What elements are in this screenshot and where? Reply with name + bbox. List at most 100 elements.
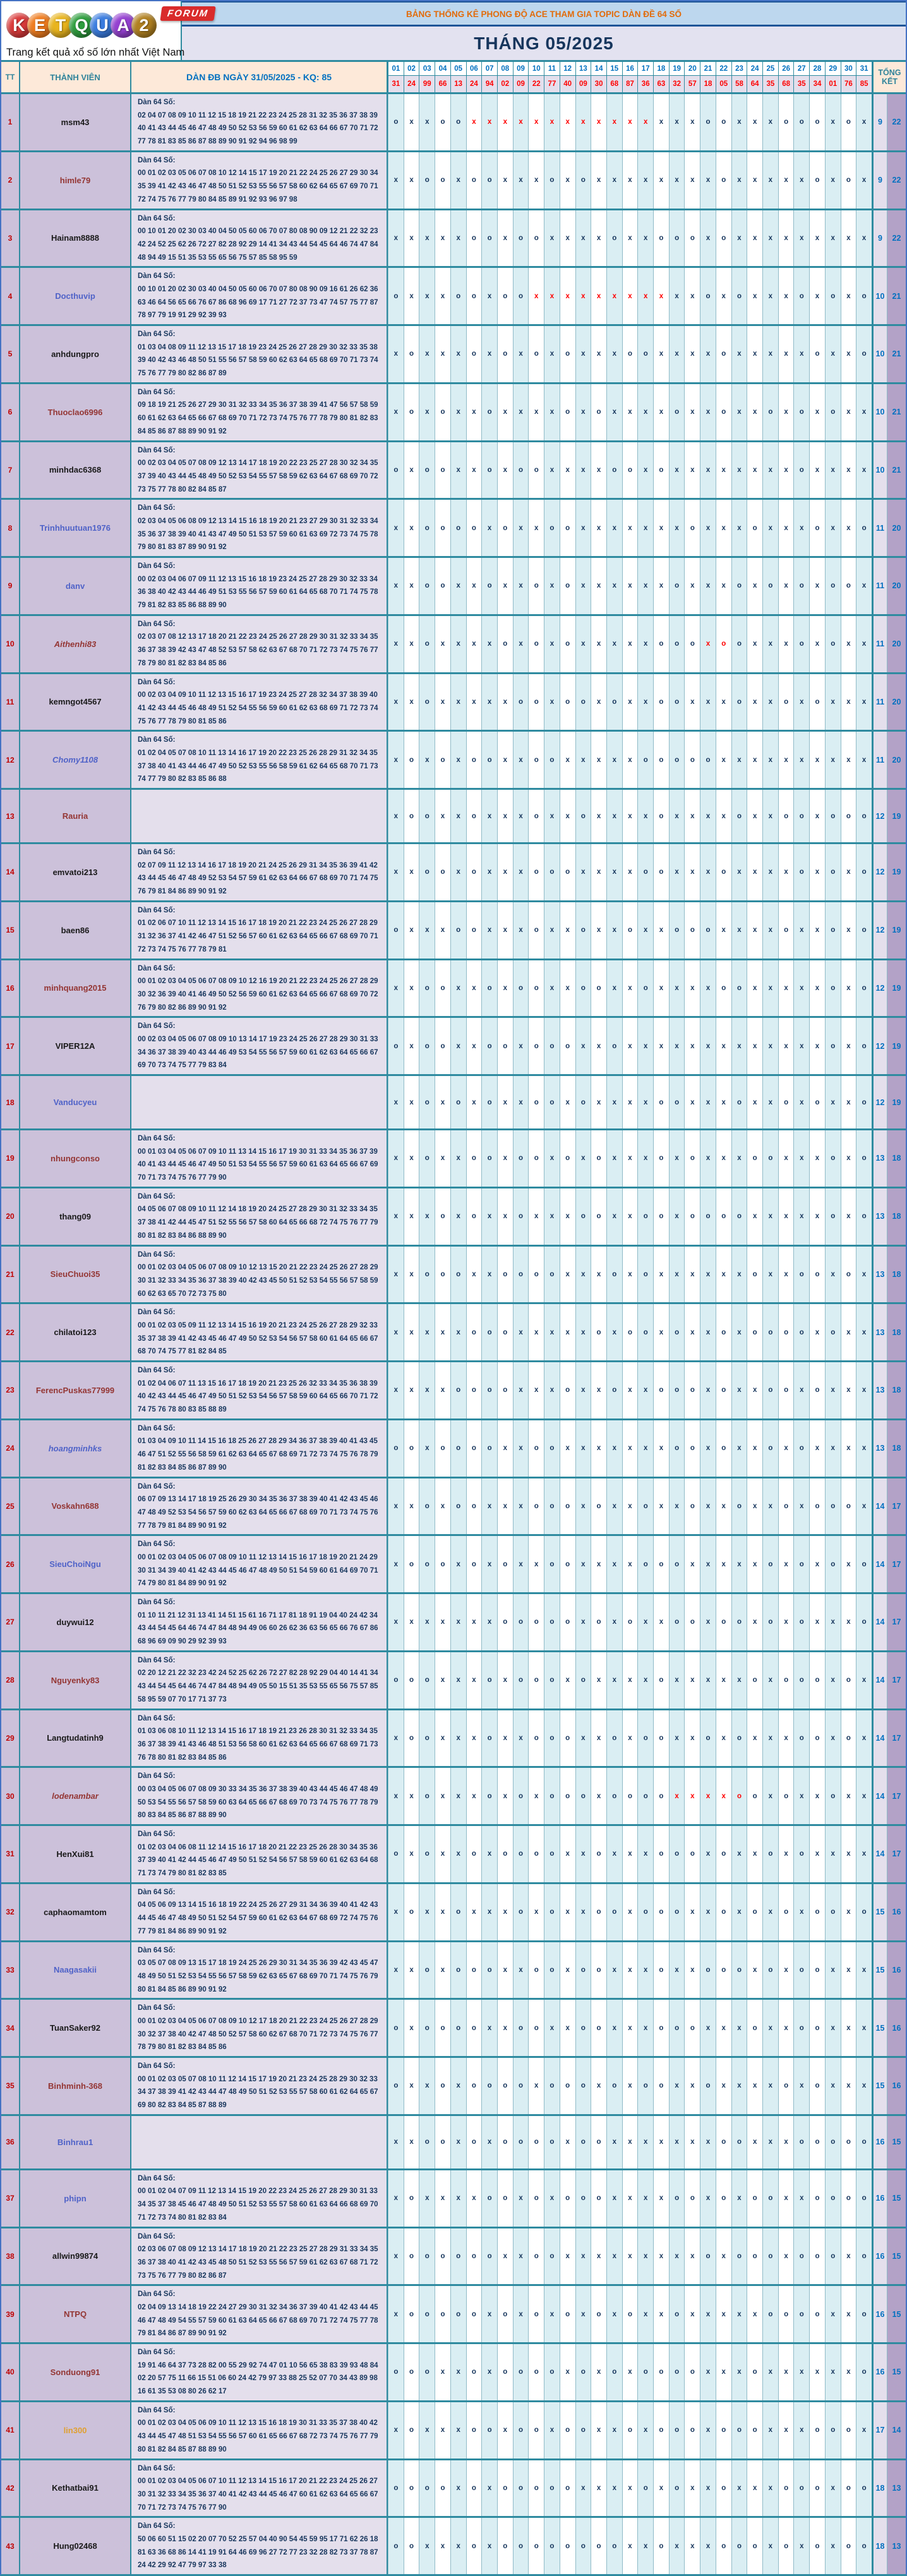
member-name[interactable]: HenXui81 [20, 1826, 131, 1882]
dan-numbers: 02 04 07 08 09 10 11 12 15 18 19 21 22 2… [138, 111, 378, 146]
member-name[interactable]: Trinhhuutuan1976 [20, 500, 131, 556]
member-name[interactable]: Docthuvip [20, 268, 131, 324]
day-mark: x [466, 615, 482, 672]
day-mark: x [622, 2058, 638, 2114]
day-mark: o [778, 674, 794, 730]
member-name[interactable]: Langtudatinh9 [20, 1710, 131, 1767]
day-mark: x [856, 384, 872, 440]
member-name[interactable]: Aithenhi83 [20, 615, 131, 672]
day-mark: x [435, 1362, 450, 1418]
day-mark: o [715, 615, 731, 672]
member-name[interactable]: allwin99874 [20, 2228, 131, 2285]
day-mark: x [388, 1884, 404, 1940]
member-name[interactable]: Thuoclao6996 [20, 384, 131, 440]
member-name[interactable]: Binhminh-368 [20, 2058, 131, 2114]
day-mark: x [762, 326, 778, 382]
member-name[interactable]: phipn [20, 2170, 131, 2227]
member-name[interactable]: himle79 [20, 152, 131, 209]
day-mark: o [388, 268, 404, 324]
member-name[interactable]: lodenambar [20, 1768, 131, 1824]
day-mark: x [747, 94, 763, 150]
dan-numbers: 00 01 02 03 04 05 06 07 08 09 10 12 13 1… [138, 1264, 378, 1298]
day-mark: o [559, 615, 575, 672]
day-mark: x [747, 152, 763, 209]
day-mark: x [591, 1420, 606, 1477]
member-name[interactable]: NTPQ [20, 2286, 131, 2342]
member-name[interactable]: kemngot4567 [20, 674, 131, 730]
member-name[interactable]: Nguyenky83 [20, 1652, 131, 1708]
member-name[interactable]: Sonduong91 [20, 2344, 131, 2400]
member-name[interactable]: Kethatbai91 [20, 2460, 131, 2517]
day-mark: x [824, 1826, 841, 1882]
member-name[interactable]: VIPER12A [20, 1018, 131, 1074]
total-misses: 17 [886, 1826, 906, 1882]
day-mark: o [528, 2460, 544, 2517]
day-mark: x [575, 558, 591, 614]
member-name[interactable]: FerencPuskas77999 [20, 1362, 131, 1418]
day-mark: o [747, 1768, 763, 1824]
member-name[interactable]: caphaomamtom [20, 1884, 131, 1940]
row-number: 36 [1, 2115, 20, 2168]
member-name[interactable]: Chomy1108 [20, 732, 131, 788]
member-name[interactable]: emvatoi213 [20, 844, 131, 900]
member-name[interactable]: lin300 [20, 2402, 131, 2458]
dan-label: Dàn 64 Số: [138, 2522, 176, 2531]
row-number: 39 [1, 2286, 20, 2342]
day-mark: x [653, 558, 669, 614]
day-mark: o [466, 2344, 482, 2400]
day-mark: x [793, 2402, 810, 2458]
member-name[interactable]: nhungconso [20, 1130, 131, 1187]
day-mark: o [684, 615, 700, 672]
dan-numbers-cell: Dàn 64 Số: 02 03 06 07 08 09 12 13 14 17 … [131, 2228, 388, 2285]
member-name[interactable]: hoangminhks [20, 1420, 131, 1477]
member-name[interactable]: minhdac6368 [20, 442, 131, 499]
day-mark: x [668, 152, 685, 209]
member-name[interactable]: baen86 [20, 902, 131, 958]
table-row: 31 HenXui81 Dàn 64 Số: 01 02 03 04 06 08 11… [1, 1824, 906, 1882]
day-mark: o [388, 1826, 404, 1882]
member-name[interactable]: SieuChuoi35 [20, 1246, 131, 1303]
day-mark: x [778, 442, 794, 499]
day-mark: o [715, 1304, 731, 1360]
day-col-header: 01 [388, 62, 404, 76]
day-mark: x [700, 2402, 716, 2458]
day-mark: o [762, 2286, 778, 2342]
member-name[interactable]: Voskahn688 [20, 1478, 131, 1535]
member-name[interactable]: TuanSaker92 [20, 2000, 131, 2056]
day-mark: x [528, 1536, 544, 1592]
day-mark: o [403, 732, 419, 788]
member-name[interactable]: minhquang2015 [20, 960, 131, 1017]
day-mark: x [388, 1710, 404, 1767]
day-mark: o [622, 1594, 638, 1650]
member-name[interactable]: anhdungpro [20, 326, 131, 382]
member-name[interactable]: Hung02468 [20, 2518, 131, 2574]
dan-numbers-cell: Dàn 64 Số: 01 03 04 09 10 11 14 15 16 18 … [131, 1420, 388, 1477]
day-mark: x [591, 674, 606, 730]
day-mark: x [747, 960, 763, 1017]
day-col-header: 05 [450, 62, 466, 76]
day-col-header: 17 [637, 62, 654, 76]
day-mark: x [591, 790, 606, 842]
day-mark: o [481, 1076, 497, 1128]
day-mark: x [637, 674, 654, 730]
member-name[interactable]: Hainam8888 [20, 210, 131, 267]
member-name[interactable]: thang09 [20, 1188, 131, 1245]
member-name[interactable]: Naagasakii [20, 1942, 131, 1999]
day-mark: x [762, 1652, 778, 1708]
member-name[interactable]: chilatoi123 [20, 1304, 131, 1360]
member-name[interactable]: Rauria [20, 790, 131, 842]
day-mark: x [653, 500, 669, 556]
member-name[interactable]: SieuChoiNgu [20, 1536, 131, 1592]
day-mark: x [450, 1826, 466, 1882]
member-name[interactable]: Binhrau1 [20, 2115, 131, 2168]
day-mark: x [778, 1710, 794, 1767]
day-mark: o [450, 500, 466, 556]
member-name[interactable]: duywui12 [20, 1594, 131, 1650]
day-mark: x [731, 1826, 747, 1882]
member-name[interactable]: Vanducyeu [20, 1076, 131, 1128]
day-mark: x [591, 1246, 606, 1303]
member-name[interactable]: msm43 [20, 94, 131, 150]
day-mark: o [824, 2228, 841, 2285]
member-name[interactable]: danv [20, 558, 131, 614]
